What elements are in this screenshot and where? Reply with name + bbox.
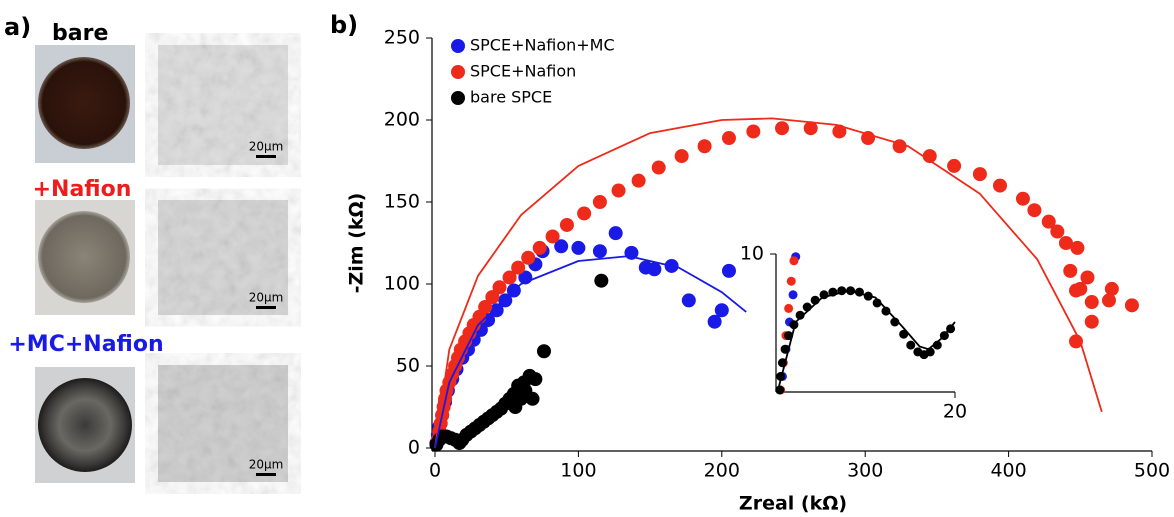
- legend-marker: [451, 91, 465, 105]
- data-point: [592, 195, 607, 209]
- data-point: [611, 183, 626, 198]
- legend-label: SPCE+Nafion: [470, 62, 576, 81]
- data-point: [1124, 298, 1139, 313]
- x-tick-label: 20: [943, 401, 967, 423]
- data-point: [1084, 295, 1099, 310]
- data-point: [789, 256, 799, 266]
- x-axis-title: Zreal (kΩ): [739, 493, 847, 515]
- data-point: [1041, 214, 1056, 229]
- data-point: [803, 121, 818, 136]
- x-tick-label: 500: [1134, 460, 1170, 482]
- data-point: [511, 260, 526, 275]
- legend-marker: [451, 39, 465, 53]
- data-point: [592, 244, 607, 259]
- panel-label: a): [4, 13, 31, 41]
- data-point: [881, 306, 891, 316]
- data-point: [577, 206, 592, 221]
- data-point: [1073, 281, 1088, 296]
- data-point: [1068, 334, 1083, 349]
- x-tick-label: 200: [704, 460, 740, 482]
- y-axis-title: -Zim (kΩ): [346, 193, 368, 294]
- x-tick-label: 100: [560, 460, 596, 482]
- y-tick-label: 100: [384, 273, 420, 295]
- data-point: [1058, 236, 1073, 250]
- x-tick-label: 400: [990, 460, 1026, 482]
- scale-bar-label: 20µm: [249, 458, 284, 472]
- scale-bar-label: 20µm: [249, 291, 284, 305]
- data-point: [571, 240, 586, 255]
- data-point: [478, 299, 493, 314]
- data-point: [489, 303, 504, 318]
- row-label: +MC+Nafion: [8, 332, 163, 357]
- data-point: [536, 344, 551, 359]
- y-tick-label: 200: [384, 109, 420, 131]
- data-point: [714, 303, 729, 318]
- data-point: [1080, 270, 1095, 285]
- x-tick-label: 300: [847, 460, 883, 482]
- row-label: bare: [52, 21, 108, 46]
- panel-label: b): [330, 11, 358, 39]
- data-point: [1101, 293, 1116, 308]
- data-point: [594, 273, 609, 288]
- fit-line: [434, 255, 747, 449]
- data-point: [795, 310, 805, 320]
- data-point: [492, 280, 507, 295]
- data-point: [1070, 240, 1085, 255]
- data-point: [608, 226, 623, 241]
- data-point: [631, 173, 646, 188]
- legend-marker: [451, 65, 465, 79]
- data-point: [922, 149, 937, 164]
- data-point: [502, 270, 517, 285]
- fit-line: [434, 117, 1103, 449]
- data-point: [485, 290, 500, 305]
- data-point: [786, 276, 796, 286]
- data-point: [906, 340, 916, 350]
- data-point: [775, 385, 785, 395]
- electrode-images: [35, 45, 288, 483]
- data-point: [674, 149, 689, 164]
- fit-line: [777, 289, 956, 391]
- data-point: [508, 400, 523, 414]
- data-point: [697, 139, 712, 154]
- data-point: [746, 124, 761, 139]
- data-point: [1084, 314, 1099, 329]
- data-point: [1063, 263, 1078, 278]
- data-point: [784, 303, 794, 313]
- legend-label: bare SPCE: [470, 88, 552, 107]
- data-point: [1027, 203, 1042, 218]
- x-tick-label: 0: [429, 460, 441, 482]
- data-point: [721, 131, 736, 146]
- y-tick-label: 10: [740, 243, 764, 265]
- scale-bar-label: 20µm: [249, 140, 284, 154]
- data-point: [775, 121, 790, 136]
- data-point: [651, 160, 666, 175]
- data-point: [832, 124, 847, 139]
- data-point: [521, 250, 536, 265]
- legend-label: SPCE+Nafion+MC: [470, 36, 615, 55]
- data-point: [972, 167, 987, 182]
- data-point: [947, 158, 962, 173]
- row-label: +Nafion: [33, 177, 132, 202]
- data-point: [528, 372, 543, 387]
- y-tick-label: 0: [408, 437, 420, 459]
- data-point: [992, 178, 1007, 193]
- y-tick-label: 50: [396, 355, 420, 377]
- data-point: [545, 229, 560, 244]
- data-point: [681, 293, 696, 308]
- data-point: [554, 239, 569, 254]
- data-point: [1104, 281, 1119, 296]
- data-point: [721, 263, 736, 278]
- y-tick-label: 250: [384, 27, 420, 49]
- data-point: [788, 290, 798, 300]
- y-tick-label: 150: [384, 191, 420, 213]
- data-point: [1050, 224, 1065, 239]
- data-point: [647, 262, 662, 277]
- data-point: [1015, 191, 1030, 206]
- data-point: [707, 314, 722, 329]
- data-point: [559, 217, 574, 232]
- data-point: [532, 240, 547, 255]
